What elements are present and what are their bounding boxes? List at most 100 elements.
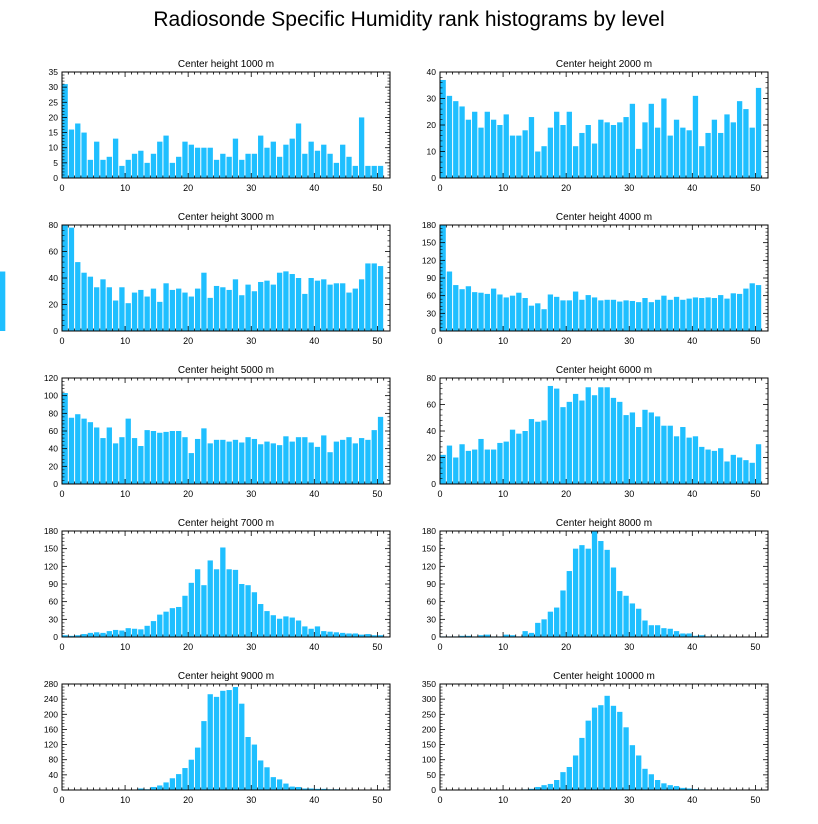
bar: [144, 625, 150, 637]
bar: [509, 635, 516, 637]
bar: [680, 299, 686, 331]
bar: [68, 129, 75, 178]
bar: [365, 165, 371, 178]
bar: [68, 635, 75, 637]
bar: [541, 785, 547, 790]
bar: [220, 153, 226, 178]
x-tick-label: 50: [750, 795, 760, 805]
bar: [333, 162, 340, 178]
bar: [163, 782, 169, 790]
y-tick-label: 20: [49, 461, 59, 471]
y-tick-label: 25: [49, 97, 59, 107]
bar: [528, 305, 535, 331]
bar: [251, 291, 258, 331]
bar: [610, 125, 617, 178]
y-tick-label: 160: [44, 724, 58, 734]
bar: [340, 144, 346, 178]
bar: [743, 460, 749, 484]
y-tick-label: 80: [49, 220, 59, 230]
bar: [144, 296, 150, 331]
bar: [119, 630, 125, 637]
x-tick-label: 10: [120, 795, 130, 805]
bar: [541, 619, 547, 637]
x-tick-label: 20: [561, 795, 571, 805]
bar: [194, 569, 201, 637]
bar: [572, 755, 579, 790]
bar: [566, 401, 572, 484]
bar: [554, 388, 560, 484]
y-tick-label: 40: [49, 770, 59, 780]
bar: [642, 620, 648, 637]
bar: [699, 298, 705, 331]
bar: [686, 788, 692, 790]
bar: [201, 272, 207, 331]
y-tick-label: 180: [44, 526, 58, 536]
x-tick-label: 10: [498, 489, 508, 499]
bar: [446, 271, 453, 331]
y-tick-label: 20: [427, 120, 437, 130]
bar: [377, 416, 384, 484]
bar: [308, 442, 314, 484]
bar: [585, 720, 591, 790]
bar: [680, 787, 686, 790]
x-tick-label: 10: [498, 642, 508, 652]
bar: [730, 454, 736, 484]
y-tick-label: 30: [427, 308, 437, 318]
bar: [157, 614, 163, 637]
bar: [705, 297, 711, 331]
x-tick-label: 20: [183, 489, 193, 499]
y-tick-label: 20: [49, 112, 59, 122]
bar: [314, 150, 321, 178]
bar: [226, 569, 232, 637]
bar: [484, 634, 490, 637]
panel-title: Center height 8000 m: [556, 518, 652, 529]
bar: [686, 298, 692, 331]
bar: [453, 101, 459, 178]
bar: [264, 147, 270, 178]
bar: [478, 635, 484, 637]
x-tick-label: 10: [120, 489, 130, 499]
bar: [188, 144, 194, 178]
y-tick-label: 0: [431, 173, 436, 183]
bar: [648, 103, 654, 178]
y-tick-label: 120: [422, 561, 436, 571]
bar: [138, 788, 144, 790]
y-tick-label: 100: [422, 755, 436, 765]
bar: [245, 153, 251, 178]
bar: [490, 119, 497, 178]
bar: [516, 135, 522, 178]
bar: [194, 747, 201, 790]
bar: [289, 786, 295, 790]
bar: [680, 427, 686, 484]
bar: [352, 633, 358, 637]
bar: [176, 431, 182, 484]
panel-9: Center height 9000 m 0 10 20 30 40 50 0 40 80 120 1…: [44, 671, 391, 805]
x-tick-label: 0: [437, 489, 442, 499]
bar: [377, 266, 384, 331]
bar: [465, 286, 472, 331]
y-tick-label: 150: [422, 544, 436, 554]
bar: [176, 774, 182, 790]
bar: [749, 127, 755, 178]
bar: [749, 283, 755, 331]
bar: [535, 421, 541, 484]
x-tick-label: 20: [183, 642, 193, 652]
bar: [264, 441, 270, 484]
bar: [182, 292, 188, 331]
bar: [258, 604, 264, 637]
bar: [446, 95, 453, 178]
bar: [289, 617, 295, 637]
bar: [314, 788, 321, 790]
bar: [377, 165, 384, 178]
bar: [270, 284, 276, 331]
bar: [623, 117, 629, 178]
bar: [661, 425, 667, 484]
bar: [440, 79, 446, 178]
panel-4: Center height 4000 m 0 10 20 30 40 50 0 30 60 90 12…: [0, 212, 769, 346]
bar: [648, 412, 654, 484]
bar: [302, 788, 308, 790]
bar: [157, 301, 163, 331]
x-tick-label: 10: [498, 336, 508, 346]
bar: [245, 284, 251, 331]
bar: [572, 146, 579, 178]
